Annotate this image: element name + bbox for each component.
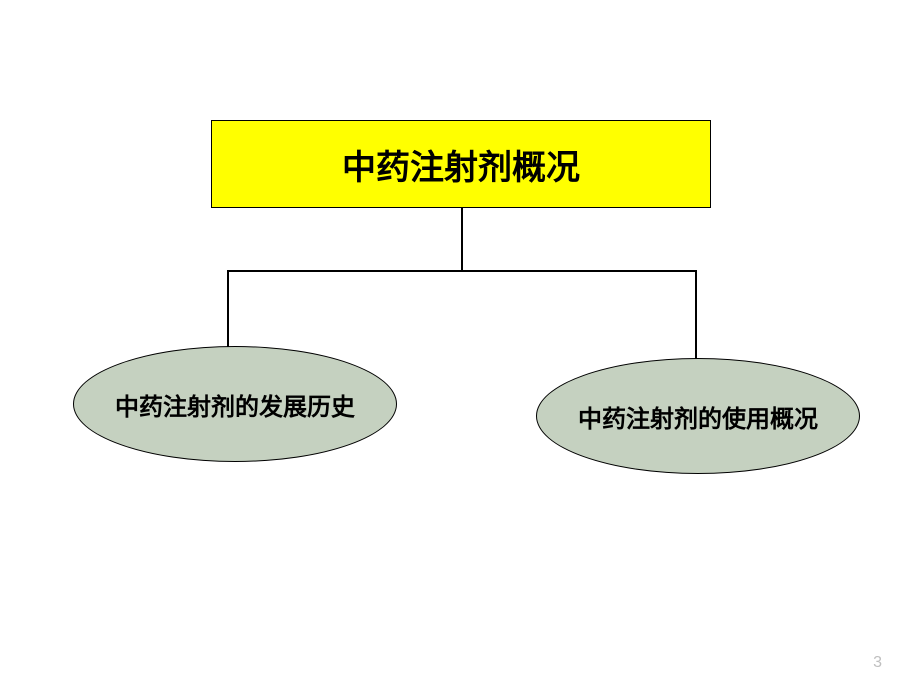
- title-box: 中药注射剂概况: [211, 120, 711, 208]
- connector-vertical-main: [461, 208, 463, 270]
- connector-horizontal: [227, 270, 697, 272]
- ellipse-left-text: 中药注射剂的发展历史: [115, 387, 355, 422]
- page-number: 3: [873, 654, 882, 672]
- ellipse-right: 中药注射剂的使用概况: [536, 358, 860, 474]
- title-text: 中药注射剂概况: [342, 140, 580, 189]
- ellipse-left: 中药注射剂的发展历史: [73, 346, 397, 462]
- connector-vertical-left: [227, 270, 229, 348]
- connector-vertical-right: [695, 270, 697, 360]
- ellipse-right-text: 中药注射剂的使用概况: [578, 399, 818, 434]
